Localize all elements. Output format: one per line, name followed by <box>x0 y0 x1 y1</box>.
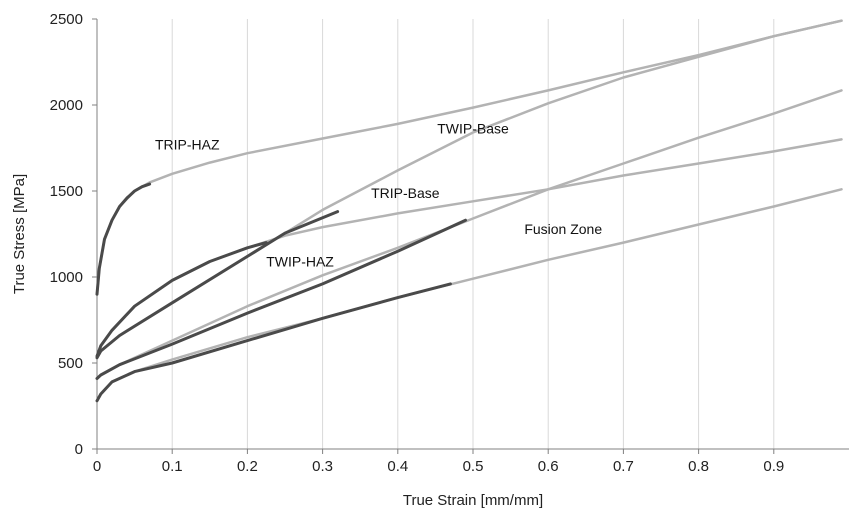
measured-curve-1 <box>95 182 152 296</box>
measured-curve-9 <box>95 282 452 403</box>
x-tick-label: 0.4 <box>387 458 408 475</box>
grid-lines <box>171 19 775 449</box>
x-axis-title: True Strain [mm/mm] <box>403 492 543 509</box>
y-tick-label: 0 <box>75 441 83 458</box>
curve-label: TWIP-HAZ <box>266 254 334 270</box>
x-tick-label: 0.9 <box>763 458 784 475</box>
measured-curve-5 <box>95 241 268 358</box>
y-tick-label: 2000 <box>50 97 83 114</box>
y-tick-label: 2500 <box>50 11 83 28</box>
y-tick-label: 500 <box>58 355 83 372</box>
series-lines <box>95 19 843 403</box>
curve-label: TWIP-Base <box>437 120 509 136</box>
x-tick-label: 0.6 <box>538 458 559 475</box>
measured-curve-3 <box>95 210 340 360</box>
x-tick-label: 0.1 <box>162 458 183 475</box>
x-tick-label: 0.8 <box>688 458 709 475</box>
fitted-curve-2 <box>95 19 843 360</box>
y-axis-title: True Stress [MPa] <box>11 174 28 294</box>
y-tick-label: 1000 <box>50 269 83 286</box>
x-tick-label: 0.3 <box>312 458 333 475</box>
curve-label: TRIP-HAZ <box>155 137 220 153</box>
y-tick-labels: 0 500 1000 1500 2000 2500 <box>50 11 97 458</box>
y-tick-label: 1500 <box>50 183 83 200</box>
x-tick-label: 0.7 <box>613 458 634 475</box>
x-tick-labels: 0 0.1 0.2 0.3 0.4 0.5 0.6 0.7 0.8 0.9 <box>93 449 784 475</box>
x-tick-label: 0.5 <box>463 458 484 475</box>
curve-labels: TRIP-HAZ TWIP-Base TRIP-Base TWIP-HAZ Fusion… <box>155 120 602 269</box>
measured-curve-7 <box>95 218 467 380</box>
curve-label: Fusion Zone <box>524 221 602 237</box>
curve-label: TRIP-Base <box>371 185 440 201</box>
x-tick-label: 0 <box>93 458 101 475</box>
x-tick-label: 0.2 <box>237 458 258 475</box>
